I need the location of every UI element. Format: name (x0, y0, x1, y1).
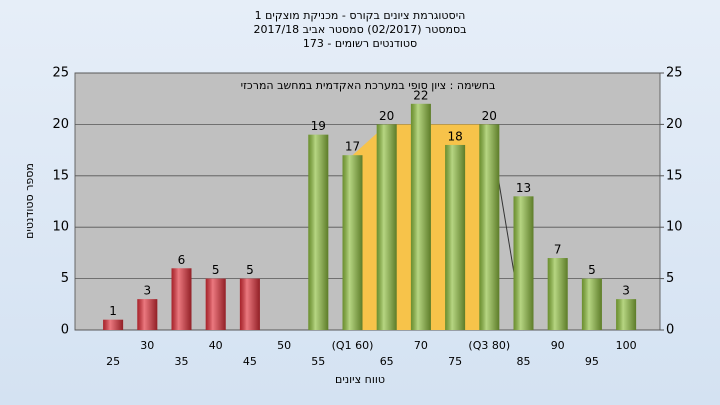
x-tick-label: 50 (277, 339, 291, 352)
bar-shade (137, 299, 158, 330)
data-label: 5 (246, 263, 254, 277)
data-label: 19 (311, 119, 326, 133)
x-tick-label: (Q1 60) (332, 339, 374, 352)
y-axis-label: מספר סטודנטים (23, 163, 36, 239)
x-tick-label: 40 (209, 339, 223, 352)
x-tick-label: 75 (448, 355, 462, 368)
x-tick-label: 45 (243, 355, 257, 368)
x-tick-label: (Q3 80) (468, 339, 510, 352)
bar-shade (171, 268, 192, 330)
x-tick-label: 85 (517, 355, 531, 368)
bar-shade (103, 319, 124, 330)
x-tick-label: 30 (140, 339, 154, 352)
bar-shade (239, 278, 260, 330)
data-label: 20 (379, 109, 394, 123)
data-label: 3 (622, 284, 630, 298)
y-tick-label: 10 (52, 220, 69, 235)
y2-tick-label: 25 (666, 66, 683, 81)
bar-shade (616, 299, 637, 330)
annotation: בחשימה : ציון סופי במערכת האקדמית במחשב … (241, 79, 496, 92)
chart-subtitle: בסמסטר (02/2017) סמסטר אביב 2017/18 (253, 23, 466, 36)
x-axis-label: טווח ציונים (335, 373, 385, 386)
data-label: 5 (588, 263, 596, 277)
chart-title: היסטוגרמת ציונים בקורס - מכניקת מוצקים 1 (255, 9, 466, 22)
data-label: 22 (413, 88, 428, 102)
data-label: 5 (212, 263, 220, 277)
y2-tick-label: 10 (666, 220, 683, 235)
x-tick-label: 25 (106, 355, 120, 368)
chart-subtitle: סטודנטים רשומים - 173 (303, 37, 417, 50)
bar-shade (308, 134, 329, 330)
x-tick-label: 90 (551, 339, 565, 352)
bar-shade (513, 196, 534, 330)
data-label: 20 (482, 109, 497, 123)
y-tick-label: 15 (52, 168, 69, 183)
bar-shade (342, 155, 363, 330)
data-label: 18 (447, 129, 462, 143)
bar-shade (376, 124, 397, 331)
bar-shade (581, 278, 602, 330)
data-label: 17 (345, 140, 360, 154)
data-label: 13 (516, 181, 531, 195)
x-tick-label: 70 (414, 339, 428, 352)
data-label: 6 (178, 253, 186, 267)
y2-tick-label: 5 (666, 271, 674, 286)
x-tick-label: 95 (585, 355, 599, 368)
x-tick-label: 55 (311, 355, 325, 368)
data-label: 7 (554, 243, 562, 257)
y-tick-label: 0 (61, 323, 69, 338)
y2-tick-label: 15 (666, 168, 683, 183)
y-tick-label: 20 (52, 117, 69, 132)
y2-tick-label: 0 (666, 323, 674, 338)
y-tick-label: 25 (52, 66, 69, 81)
x-tick-label: 35 (175, 355, 189, 368)
bar-shade (410, 103, 431, 330)
x-tick-label: 65 (380, 355, 394, 368)
data-label: 3 (143, 284, 151, 298)
x-tick-label: 100 (616, 339, 637, 352)
bar-shade (445, 144, 466, 330)
bar-shade (205, 278, 226, 330)
y2-tick-label: 20 (666, 117, 683, 132)
y-tick-label: 5 (61, 271, 69, 286)
bar-shade (547, 258, 568, 330)
bar-shade (479, 124, 500, 331)
data-label: 1 (109, 304, 117, 318)
